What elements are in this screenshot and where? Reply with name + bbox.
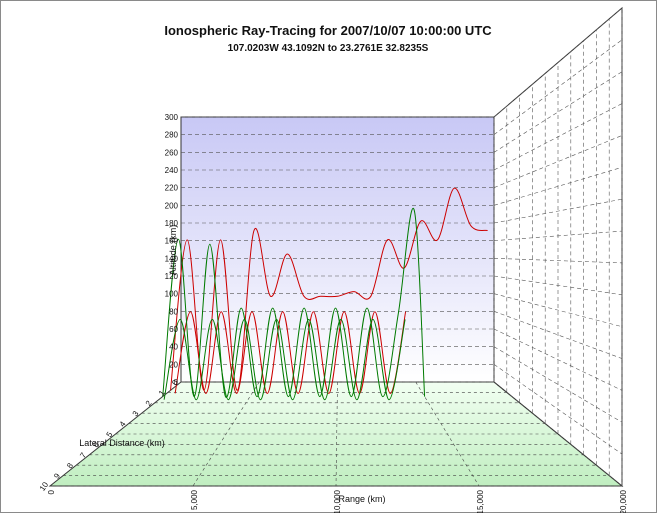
y-tick-label: 260 [165,148,179,157]
z-tick-label: 0 [170,378,180,387]
x-tick-label: 0 [47,489,56,494]
y-tick-label: 40 [169,343,178,352]
z-tick-label: 6 [91,440,101,449]
chart-ticks: 0204060801001201401601802002202402602803… [38,113,628,513]
y-tick-label: 100 [165,290,179,299]
y-tick-label: 180 [165,219,179,228]
side-gridline [493,311,623,359]
z-tick-label: 1 [157,388,167,397]
floor-range-line [192,381,260,487]
z-tick-label: 9 [52,471,62,480]
z-tick-label: 3 [131,409,141,418]
y-tick-label: 280 [165,131,179,140]
side-gridline [493,346,623,423]
y-tick-label: 20 [169,360,178,369]
side-gridline [493,198,623,224]
side-gridline [493,135,623,188]
z-axis-label: Lateral Distance (km) [79,438,165,448]
side-gridline [493,71,623,153]
chart-subtitle: 107.0203W 43.1092N to 23.2761E 32.8235S [228,43,429,54]
x-tick-label: 10,000 [333,489,342,513]
y-tick-label: 140 [165,254,179,263]
ray-series-4 [163,318,406,401]
chart-series [162,187,488,401]
z-tick-label: 5 [104,430,114,439]
y-tick-label: 0 [174,378,179,387]
floor-range-line [415,381,480,487]
y-tick-label: 60 [169,325,178,334]
z-tick-label: 7 [78,451,88,460]
y-tick-label: 220 [165,184,179,193]
floor-range-line [49,381,182,487]
y-axis-label: Altitude (km) [168,225,178,276]
chart-title: Ionospheric Ray-Tracing for 2007/10/07 1… [164,23,492,38]
floor-range-line [335,381,338,487]
x-axis-label: Range (km) [338,494,385,504]
ray-series-2 [174,311,407,394]
y-tick-label: 240 [165,166,179,175]
x-tick-label: 5,000 [190,489,199,510]
y-tick-label: 200 [165,201,179,210]
y-tick-label: 160 [165,237,179,246]
side-gridline [493,328,623,391]
z-tick-label: 8 [65,461,75,470]
ray-series-1 [170,187,488,391]
z-tick-label: 2 [144,399,154,408]
y-tick-label: 80 [169,307,178,316]
side-gridline [493,258,623,264]
ray-series-3 [162,207,426,398]
side-gridline [493,293,623,327]
y-tick-label: 300 [165,113,179,122]
y-tick-label: 120 [165,272,179,281]
x-tick-label: 15,000 [476,489,485,513]
z-tick-label: 4 [118,419,128,428]
x-tick-label: 20,000 [619,489,628,513]
